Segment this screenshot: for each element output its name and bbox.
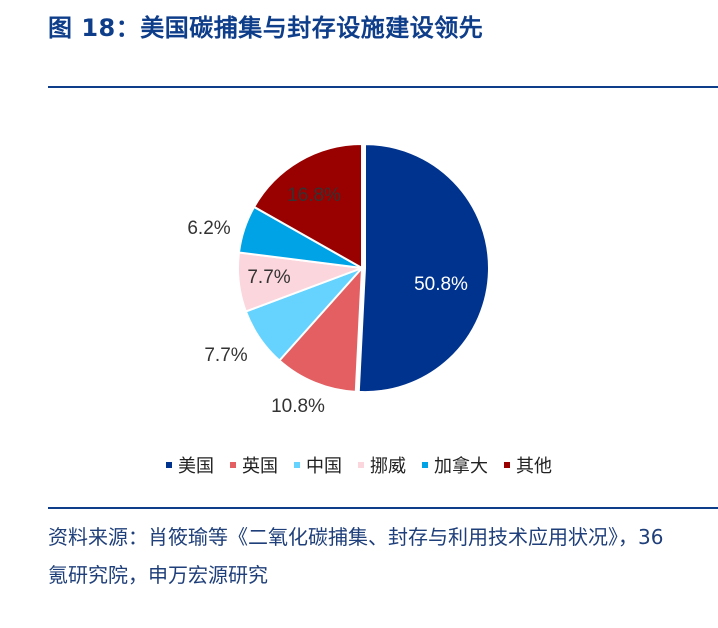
legend-item-3: 挪威 [358,452,406,478]
pie-slice-0 [357,143,490,394]
legend-label: 英国 [242,456,278,477]
top-rule [48,86,718,88]
source-note: 资料来源：肖筱瑜等《二氧化碳捕集、封存与利用技术应用状况》，36 氪研究院，申万… [48,525,664,587]
legend-item-5: 其他 [504,452,552,478]
legend-label: 美国 [178,456,214,477]
legend-swatch [230,462,236,468]
legend-label: 加拿大 [434,456,488,477]
legend-swatch [504,462,510,468]
legend-item-0: 美国 [166,452,214,478]
legend-item-1: 英国 [230,452,278,478]
legend: 美国 英国 中国 挪威 加拿大 其他 [0,452,718,478]
data-label-4: 6.2% [187,218,230,239]
figure-title: 图 18：美国碳捕集与封存设施建设领先 [48,14,484,42]
legend-label: 挪威 [370,456,406,477]
pie-chart: 50.8% 10.8% 7.7% 7.7% 6.2% 16.8% [187,142,490,417]
pie-slice-1 [278,265,364,393]
legend-item-2: 中国 [294,452,342,478]
legend-label: 其他 [516,456,552,477]
legend-swatch [294,462,300,468]
data-label-5: 16.8% [287,185,341,206]
data-label-2: 7.7% [204,345,247,366]
data-label-1: 10.8% [271,396,325,417]
pie-slice-5 [252,142,363,270]
legend-item-4: 加拿大 [422,452,488,478]
bottom-rule [48,507,718,509]
legend-label: 中国 [306,456,342,477]
legend-swatch [358,462,364,468]
legend-swatch [166,462,172,468]
data-label-0: 50.8% [414,274,468,295]
data-label-3: 7.7% [247,267,290,288]
legend-swatch [422,462,428,468]
